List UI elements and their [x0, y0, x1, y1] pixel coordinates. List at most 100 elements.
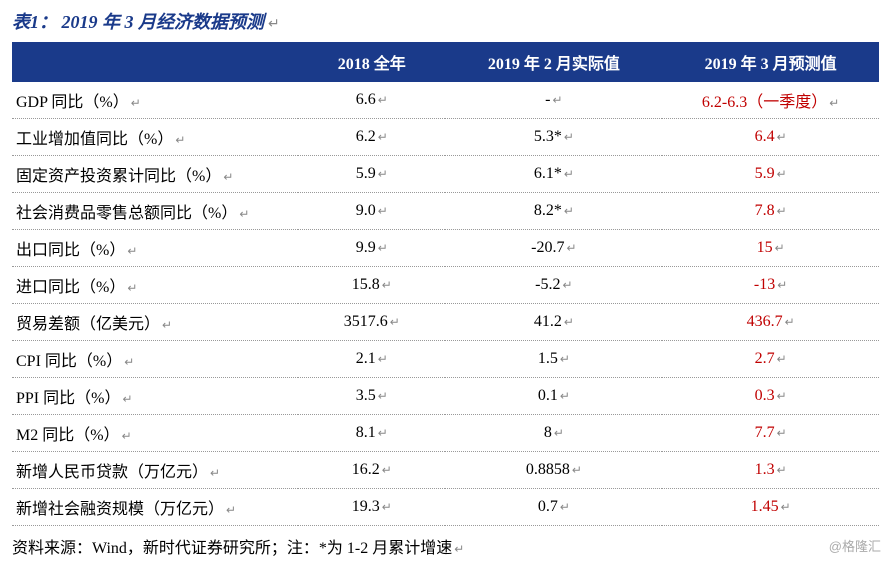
cell-y2018: 15.8↵: [298, 267, 445, 304]
pilcrow-icon: ↵: [378, 426, 388, 440]
watermark: @格隆汇: [829, 536, 881, 555]
pilcrow-icon: ↵: [390, 315, 400, 329]
table-row: 进口同比（%）↵15.8↵-5.2↵-13↵: [12, 267, 879, 304]
row-label: 进口同比（%）↵: [12, 267, 298, 304]
cell-mar2019: 1.3↵: [662, 452, 879, 489]
row-label: GDP 同比（%）↵: [12, 82, 298, 119]
cell-mar2019: 0.3↵: [662, 378, 879, 415]
cell-mar2019: 436.7↵: [662, 304, 879, 341]
pilcrow-icon: ↵: [131, 96, 141, 110]
pilcrow-icon: ↵: [162, 318, 172, 332]
pilcrow-icon: ↵: [781, 500, 791, 514]
table-row: 新增社会融资规模（万亿元）↵19.3↵0.7↵1.45↵: [12, 489, 879, 526]
cell-y2018: 9.0↵: [298, 193, 445, 230]
cell-feb2019: 6.1*↵: [445, 156, 662, 193]
row-label: 社会消费品零售总额同比（%）↵: [12, 193, 298, 230]
cell-y2018: 6.2↵: [298, 119, 445, 156]
cell-mar2019: 1.45↵: [662, 489, 879, 526]
pilcrow-icon: ↵: [775, 241, 785, 255]
cell-y2018: 3.5↵: [298, 378, 445, 415]
source-text: 资料来源：Wind，新时代证券研究所；注：*为 1-2 月累计增速: [12, 540, 452, 557]
table-title: 表1： 2019 年 3 月经济数据预测↵: [12, 8, 879, 34]
row-label: 工业增加值同比（%）↵: [12, 119, 298, 156]
cell-mar2019: 7.8↵: [662, 193, 879, 230]
cell-y2018: 6.6↵: [298, 82, 445, 119]
pilcrow-icon: ↵: [454, 542, 464, 556]
pilcrow-icon: ↵: [175, 133, 185, 147]
row-label: 新增人民币贷款（万亿元）↵: [12, 452, 298, 489]
economic-forecast-table: 2018 全年 2019 年 2 月实际值 2019 年 3 月预测值 GDP …: [12, 42, 879, 526]
pilcrow-icon: ↵: [777, 463, 787, 477]
cell-y2018: 3517.6↵: [298, 304, 445, 341]
pilcrow-icon: ↵: [572, 463, 582, 477]
cell-feb2019: 5.3*↵: [445, 119, 662, 156]
row-label: 出口同比（%）↵: [12, 230, 298, 267]
pilcrow-icon: ↵: [210, 466, 220, 480]
cell-mar2019: -13↵: [662, 267, 879, 304]
pilcrow-icon: ↵: [777, 204, 787, 218]
pilcrow-icon: ↵: [777, 352, 787, 366]
pilcrow-icon: ↵: [239, 207, 249, 221]
col-header-mar2019: 2019 年 3 月预测值: [662, 42, 879, 82]
cell-mar2019: 5.9↵: [662, 156, 879, 193]
pilcrow-icon: ↵: [378, 241, 388, 255]
cell-y2018: 5.9↵: [298, 156, 445, 193]
cell-feb2019: 0.1↵: [445, 378, 662, 415]
cell-mar2019: 6.2-6.3（一季度）↵: [662, 82, 879, 119]
col-header-2018: 2018 全年: [298, 42, 445, 82]
pilcrow-icon: ↵: [777, 426, 787, 440]
row-label: 新增社会融资规模（万亿元）↵: [12, 489, 298, 526]
cell-mar2019: 15↵: [662, 230, 879, 267]
cell-mar2019: 2.7↵: [662, 341, 879, 378]
cell-feb2019: -5.2↵: [445, 267, 662, 304]
pilcrow-icon: ↵: [777, 130, 787, 144]
cell-mar2019: 6.4↵: [662, 119, 879, 156]
cell-y2018: 8.1↵: [298, 415, 445, 452]
cell-feb2019: 0.8858↵: [445, 452, 662, 489]
table-row: 新增人民币贷款（万亿元）↵16.2↵0.8858↵1.3↵: [12, 452, 879, 489]
cell-feb2019: -↵: [445, 82, 662, 119]
pilcrow-icon: ↵: [560, 500, 570, 514]
pilcrow-icon: ↵: [378, 204, 388, 218]
cell-mar2019: 7.7↵: [662, 415, 879, 452]
table-header-row: 2018 全年 2019 年 2 月实际值 2019 年 3 月预测值: [12, 42, 879, 82]
cell-feb2019: 8↵: [445, 415, 662, 452]
pilcrow-icon: ↵: [378, 352, 388, 366]
cell-y2018: 2.1↵: [298, 341, 445, 378]
cell-y2018: 19.3↵: [298, 489, 445, 526]
pilcrow-icon: ↵: [564, 315, 574, 329]
cell-feb2019: 0.7↵: [445, 489, 662, 526]
pilcrow-icon: ↵: [777, 278, 787, 292]
cell-y2018: 9.9↵: [298, 230, 445, 267]
pilcrow-icon: ↵: [382, 463, 392, 477]
pilcrow-icon: ↵: [378, 93, 388, 107]
pilcrow-icon: ↵: [127, 244, 137, 258]
pilcrow-icon: ↵: [564, 204, 574, 218]
row-label: CPI 同比（%）↵: [12, 341, 298, 378]
pilcrow-icon: ↵: [777, 167, 787, 181]
pilcrow-icon: ↵: [122, 392, 132, 406]
table-row: 工业增加值同比（%）↵6.2↵5.3*↵6.4↵: [12, 119, 879, 156]
table-row: PPI 同比（%）↵3.5↵0.1↵0.3↵: [12, 378, 879, 415]
row-label: M2 同比（%）↵: [12, 415, 298, 452]
table-row: CPI 同比（%）↵2.1↵1.5↵2.7↵: [12, 341, 879, 378]
pilcrow-icon: ↵: [564, 130, 574, 144]
source-note: 资料来源：Wind，新时代证券研究所；注：*为 1-2 月累计增速↵: [12, 534, 879, 558]
col-header-feb2019: 2019 年 2 月实际值: [445, 42, 662, 82]
table-row: GDP 同比（%）↵6.6↵-↵6.2-6.3（一季度）↵: [12, 82, 879, 119]
table-row: M2 同比（%）↵8.1↵8↵7.7↵: [12, 415, 879, 452]
cell-feb2019: 41.2↵: [445, 304, 662, 341]
cell-feb2019: 8.2*↵: [445, 193, 662, 230]
pilcrow-icon: ↵: [382, 500, 392, 514]
pilcrow-icon: ↵: [268, 17, 280, 32]
pilcrow-icon: ↵: [562, 278, 572, 292]
pilcrow-icon: ↵: [564, 167, 574, 181]
table-row: 出口同比（%）↵9.9↵-20.7↵15↵: [12, 230, 879, 267]
pilcrow-icon: ↵: [560, 352, 570, 366]
row-label: 贸易差额（亿美元）↵: [12, 304, 298, 341]
table-row: 固定资产投资累计同比（%）↵5.9↵6.1*↵5.9↵: [12, 156, 879, 193]
row-label: 固定资产投资累计同比（%）↵: [12, 156, 298, 193]
pilcrow-icon: ↵: [552, 93, 562, 107]
row-label: PPI 同比（%）↵: [12, 378, 298, 415]
pilcrow-icon: ↵: [122, 429, 132, 443]
